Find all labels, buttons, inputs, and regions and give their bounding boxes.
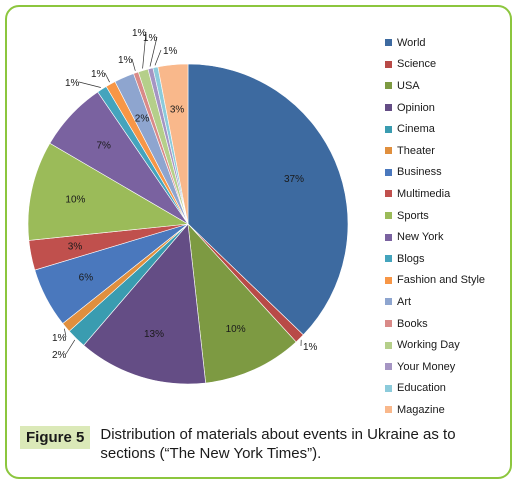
data-label: 1% [163,46,178,57]
legend-label: Sports [397,209,429,222]
legend-swatch [385,406,392,414]
leader-line [149,36,158,67]
data-label: 3% [170,104,185,115]
legend-item: New York [385,226,485,248]
leader-lines [64,31,302,355]
legend-swatch [385,298,392,306]
data-label: 2% [135,113,150,124]
legend-item: Science [385,54,485,76]
leader-line [142,31,147,69]
caption-text: Distribution of materials about events i… [100,426,456,462]
legend-swatch [385,147,392,155]
legend-swatch [385,82,392,90]
legend-item: Cinema [385,118,485,140]
leader-line [64,328,67,338]
figure-caption: Figure 5 Distribution of materials about… [20,425,500,463]
legend-item: Fashion and Style [385,270,485,292]
legend-label: Cinema [397,123,435,136]
legend-swatch [385,341,392,349]
legend-swatch [385,255,392,263]
legend-swatch [385,168,392,176]
legend-swatch [385,190,392,198]
leader-line [131,58,136,71]
data-label: 3% [68,242,83,253]
legend-label: Theater [397,144,435,157]
data-label: 1% [118,55,133,66]
legend-item: Your Money [385,356,485,378]
legend-item: Magazine [385,399,485,421]
legend-item: Books [385,313,485,335]
legend-label: Blogs [397,252,425,265]
legend-label: Education [397,382,446,395]
data-label: 7% [96,141,111,152]
data-label: 1% [91,69,106,80]
data-label: 37% [284,174,304,185]
data-label: 2% [52,350,67,361]
legend-item: Multimedia [385,183,485,205]
leader-line [65,339,76,355]
pie-slice-world [187,63,349,336]
figure-label: Figure 5 [20,426,91,449]
legend-item: Working Day [385,334,485,356]
data-label: 10% [65,195,85,206]
pie-slice-magazine [157,63,189,225]
legend-item: USA [385,75,485,97]
legend-label: USA [397,79,420,92]
legend-label: Your Money [397,360,456,373]
legend-swatch [385,212,392,220]
legend-swatch [385,276,392,284]
leader-line [154,49,162,66]
data-label: 1% [65,78,80,89]
legend-swatch [385,363,392,371]
legend-item: Blogs [385,248,485,270]
legend-label: Working Day [397,339,460,352]
legend-item: Theater [385,140,485,162]
legend: World Science USA Opinion Cinema Theater Busin… [385,32,485,421]
legend-item: Sports [385,205,485,227]
legend-label: Magazine [397,403,445,416]
pie-slice-sports [27,142,189,241]
pie-chart: 37%1%10%13%2%1%6%3%10%7%1%1%2%1%1%1%1%3% [27,28,349,385]
legend-swatch [385,39,392,47]
legend-item: Opinion [385,97,485,119]
legend-label: World [397,36,426,49]
data-label: 13% [144,329,164,340]
legend-swatch [385,320,392,328]
legend-label: Opinion [397,101,435,114]
data-label: 1% [303,342,318,353]
data-label: 1% [143,33,158,44]
legend-label: Fashion and Style [397,274,486,287]
data-label: 6% [79,272,94,283]
legend-item: Business [385,162,485,184]
legend-label: Science [397,58,437,71]
pie-slice-opinion [83,223,206,385]
legend-item: World [385,32,485,54]
legend-label: Art [397,295,412,308]
legend-swatch [385,233,392,241]
data-label: 10% [226,324,246,335]
pie-slices [27,63,349,385]
legend-item: Education [385,378,485,400]
legend-swatch [385,60,392,68]
data-labels: 37%1%10%13%2%1%6%3%10%7%1%1%2%1%1%1%1%3% [52,28,318,361]
legend-swatch [385,384,392,392]
legend-swatch [385,104,392,112]
legend-swatch [385,125,392,133]
legend-label: Business [397,166,442,179]
legend-item: Art [385,291,485,313]
legend-label: Books [397,317,428,330]
leader-line [78,81,101,88]
pie-slice-usa [187,223,297,384]
data-label: 1% [52,333,67,344]
legend-label: New York [397,231,444,244]
figure-frame [5,5,512,479]
leader-line [104,72,110,83]
legend-label: Multimedia [397,187,451,200]
data-label: 1% [132,28,147,39]
